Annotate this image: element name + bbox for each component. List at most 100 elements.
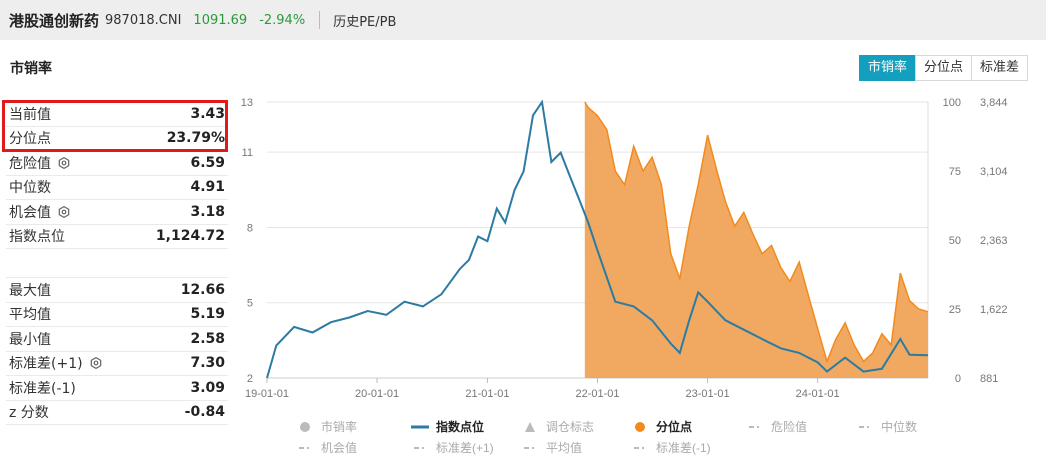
y-left-tick-label: 13 <box>241 97 253 109</box>
stat-row: 标准差(-1) 3.09 <box>6 376 228 401</box>
stat-label-text: 分位点 <box>9 131 51 148</box>
stat-label: 危险值 <box>9 153 70 173</box>
stat-row: 最大值 12.66 <box>6 278 228 303</box>
legend-label: 标准差(+1) <box>436 441 494 455</box>
stat-label: z 分数 <box>9 402 49 422</box>
stat-row: 平均值 5.19 <box>6 303 228 327</box>
stat-row: z 分数 -0.84 <box>6 401 228 425</box>
gear-icon[interactable] <box>90 357 102 370</box>
legend-item[interactable]: 平均值 <box>524 440 582 455</box>
legend-label: 平均值 <box>546 440 582 455</box>
legend-label: 分位点 <box>656 419 692 434</box>
stat-label: 最大值 <box>9 280 51 300</box>
legend-label: 市销率 <box>321 419 357 434</box>
highlight-box <box>2 100 228 152</box>
index-name: 港股通创新药 <box>9 11 100 30</box>
legend-item[interactable]: 标准差(+1) <box>414 441 494 455</box>
x-tick-label: 24-01-01 <box>796 388 840 400</box>
stat-row: 当前值 3.43 <box>6 102 228 127</box>
stat-row: 机会值 3.18 <box>6 200 228 225</box>
stat-value: 4.91 <box>190 179 225 196</box>
stat-label: 标准差(+1) <box>9 353 102 373</box>
stat-label-text: 标准差(+1) <box>9 356 83 373</box>
y-mid-tick-label: 0 <box>955 373 961 385</box>
stat-label-text: 当前值 <box>9 106 51 123</box>
stat-label: 当前值 <box>9 104 51 124</box>
y-left-tick-label: 11 <box>242 147 253 159</box>
tab-percentile[interactable]: 分位点 <box>915 55 973 81</box>
legend-label: 机会值 <box>321 440 357 455</box>
x-tick-label: 21-01-01 <box>465 388 509 400</box>
stat-label-text: 最大值 <box>9 282 51 299</box>
legend-item[interactable]: 中位数 <box>859 419 917 434</box>
stat-label-text: z 分数 <box>9 405 49 422</box>
y-right-tick-label: 2,363 <box>980 235 1008 247</box>
stat-label-text: 最小值 <box>9 331 51 348</box>
top-bar: 港股通创新药 987018.CNI 1091.69 -2.94% 历史PE/PB <box>0 0 1046 40</box>
legend-label: 标准差(-1) <box>656 441 711 455</box>
gear-icon[interactable] <box>58 156 70 169</box>
y-right-tick-label: 881 <box>980 373 998 385</box>
y-right-tick-label: 3,844 <box>980 97 1008 109</box>
x-tick-label: 19-01-01 <box>245 388 289 400</box>
history-pe-pb-link[interactable]: 历史PE/PB <box>333 14 397 30</box>
stat-value: -0.84 <box>184 404 225 421</box>
stats-spacer <box>6 249 228 278</box>
stat-row: 中位数 4.91 <box>6 176 228 200</box>
legend-item[interactable]: 市销率 <box>300 419 357 434</box>
legend-marker <box>525 422 535 432</box>
legend-item[interactable]: 指数点位 <box>411 419 484 434</box>
stat-label: 平均值 <box>9 304 51 324</box>
index-line <box>266 99 929 379</box>
stat-label: 机会值 <box>9 202 70 222</box>
legend-marker <box>300 422 310 432</box>
y-left-tick-label: 2 <box>247 373 253 385</box>
y-right-tick-label: 3,104 <box>980 166 1008 178</box>
x-tick-label: 23-01-01 <box>686 388 730 400</box>
stat-value: 1,124.72 <box>155 228 225 245</box>
stats-panel: 当前值 3.43 分位点 23.79% 危险值 6.59 中位数 4.91 机会值 3.18 指数点… <box>6 102 228 425</box>
stat-row: 指数点位 1,124.72 <box>6 225 228 249</box>
stat-label: 分位点 <box>9 128 51 148</box>
legend-item[interactable]: 标准差(-1) <box>634 441 711 455</box>
stat-row: 危险值 6.59 <box>6 151 228 176</box>
divider <box>319 11 321 29</box>
stat-label-text: 指数点位 <box>9 229 65 246</box>
gear-icon[interactable] <box>58 205 70 218</box>
stat-value: 5.19 <box>190 306 225 323</box>
stat-value: 23.79% <box>166 130 225 147</box>
y-left-tick-label: 5 <box>247 298 253 310</box>
stat-value: 3.18 <box>190 203 225 220</box>
y-left-tick-label: 8 <box>247 222 253 234</box>
valuation-chart: 258111302550751008811,6222,3633,1043,844… <box>241 97 1008 455</box>
legend-label: 中位数 <box>881 419 917 434</box>
stat-value: 2.58 <box>190 330 225 347</box>
stat-value: 6.59 <box>190 154 225 171</box>
y-mid-tick-label: 100 <box>943 97 961 109</box>
stat-value: 3.09 <box>190 379 225 396</box>
stat-label-text: 危险值 <box>9 155 51 172</box>
stat-label: 标准差(-1) <box>9 378 76 398</box>
tab-std-dev[interactable]: 标准差 <box>971 55 1029 81</box>
legend-item[interactable]: 分位点 <box>635 419 692 434</box>
stat-row: 标准差(+1) 7.30 <box>6 352 228 376</box>
legend-label: 指数点位 <box>436 419 484 434</box>
percentile-area <box>584 102 928 378</box>
tab-ps-ratio[interactable]: 市销率 <box>859 55 917 81</box>
stat-value: 12.66 <box>180 281 225 298</box>
x-tick-label: 20-01-01 <box>355 388 399 400</box>
legend-label: 危险值 <box>771 419 807 434</box>
legend-item[interactable]: 调仓标志 <box>525 420 594 434</box>
stat-label: 指数点位 <box>9 226 65 246</box>
y-mid-tick-label: 75 <box>949 166 961 178</box>
metric-tabs: 市销率 分位点 标准差 <box>859 55 1029 81</box>
legend-item[interactable]: 危险值 <box>749 419 807 434</box>
legend-item[interactable]: 机会值 <box>299 440 357 455</box>
stat-value: 3.43 <box>190 105 225 122</box>
stat-label: 中位数 <box>9 177 51 197</box>
stat-label-text: 平均值 <box>9 307 51 324</box>
y-mid-tick-label: 50 <box>949 235 961 247</box>
index-change: -2.94% <box>259 12 306 28</box>
stat-label-text: 机会值 <box>9 204 51 221</box>
legend-label: 调仓标志 <box>546 420 594 434</box>
